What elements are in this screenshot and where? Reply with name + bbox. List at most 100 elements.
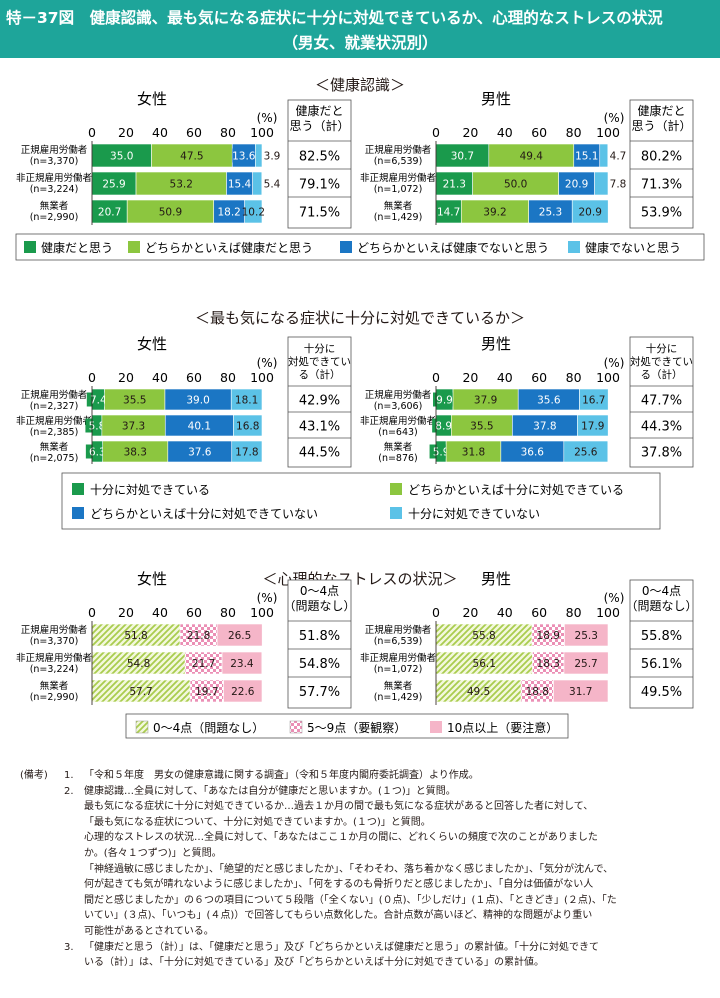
- summary-header: 0～4点: [300, 584, 339, 598]
- panel-female: 女性(%)0 20 40 60 80 100十分に対処できている（計）正規雇用労働者(n=…: [16, 335, 352, 468]
- bar-segment: [563, 651, 609, 675]
- axis-unit-label: (%): [604, 591, 625, 605]
- row-label: 無業者: [40, 441, 69, 453]
- x-tick-label: 40: [497, 125, 513, 140]
- x-tick-label: 0: [88, 605, 96, 620]
- value-label-bg: [98, 204, 122, 219]
- value-label: 8.9: [435, 421, 452, 433]
- x-tick-label: 0: [88, 370, 96, 385]
- x-tick-label: 20: [118, 125, 134, 140]
- legend-label: 十分に対処できている: [90, 483, 210, 497]
- summary-header: 思う（計）: [289, 118, 349, 133]
- summary-box: [287, 336, 352, 468]
- row-label: 無業者: [384, 441, 413, 453]
- legend-swatch: [72, 483, 84, 495]
- bar-segment: [223, 679, 263, 703]
- value-label: 20.7: [98, 207, 121, 219]
- legend-label: どちらかといえば健康でないと思う: [357, 240, 549, 255]
- panel-gender-label: 男性: [481, 570, 511, 588]
- note-number: 2.: [64, 785, 74, 797]
- row-label: 非正規雇用労働者: [360, 172, 436, 184]
- bar-row: 非正規雇用労働者(n=1,072) 56.1 18.3 25.7 56.1%: [360, 651, 682, 675]
- bar-row: 無業者(n=2,990) 20.7 50.9 18.2 10.2 71.5%: [30, 199, 340, 224]
- x-tick-label: 40: [152, 370, 168, 385]
- summary-box: [629, 99, 694, 229]
- value-label-bg: [187, 418, 211, 433]
- bar-segment: [563, 440, 609, 463]
- value-label: 18.2: [217, 207, 240, 219]
- legend-swatch: [390, 507, 402, 519]
- bar-row: 正規雇用労働者(n=3,370) 51.8 21.8 26.5 51.8%: [21, 623, 340, 647]
- legend-box: [125, 713, 569, 739]
- value-label: 10.2: [242, 207, 265, 219]
- value-label: 38.3: [124, 447, 147, 459]
- summary-value: 47.7%: [641, 394, 682, 409]
- value-label-bg: [565, 176, 589, 191]
- row-label: 正規雇用労働者: [365, 389, 432, 401]
- value-label-bg: [538, 204, 562, 219]
- legend-label: 十分に対処できていない: [408, 507, 540, 521]
- summary-header: 十分に: [646, 342, 678, 355]
- x-tick-label: 40: [152, 605, 168, 620]
- bar-row: 非正規雇用労働者(n=3,224) 25.9 53.2 15.4 5.4 79.1%: [16, 171, 340, 196]
- panel-male: 男性(%)0 20 40 60 80 100十分に対処できている（計）正規雇用労働者(n=…: [360, 335, 694, 468]
- value-label-bg: [433, 392, 457, 407]
- row-label: 非正規雇用労働者: [360, 415, 436, 427]
- value-label-bg: [432, 418, 456, 433]
- chart-section: ＜最も気になる症状に十分に対処できているか＞ 女性 (%) 0 20 40 60 80 100 十…: [16, 309, 694, 530]
- note-line: 間だと感じましたか」の６つの項目について５段階（「全くない」(０点)、「少しだけ…: [84, 894, 617, 906]
- value-label: 35.6: [537, 395, 561, 407]
- value-label-bg: [575, 148, 599, 163]
- value-label: 15.1: [575, 151, 598, 163]
- row-label: 正規雇用労働者: [21, 144, 88, 156]
- x-tick-label: 60: [531, 605, 547, 620]
- row-label: 無業者: [40, 680, 69, 692]
- value-label: 19.7: [195, 686, 218, 698]
- value-label: 37.9: [474, 395, 497, 407]
- axis-unit-label: (%): [257, 591, 278, 605]
- bar-segment: [230, 388, 263, 411]
- legend-swatch: [430, 721, 442, 733]
- row-label: 無業者: [40, 200, 69, 212]
- value-label: 50.0: [504, 179, 527, 191]
- x-tick-label: 80: [220, 605, 236, 620]
- value-label-bg: [86, 392, 110, 407]
- figure-header: 特－37図 健康認識、最も気になる症状に十分に対処できているか、心理的なストレス…: [0, 0, 720, 58]
- bar-segment: [233, 414, 263, 437]
- x-tick-label: 0: [432, 605, 440, 620]
- summary-value: 43.1%: [299, 420, 340, 435]
- summary-value: 80.2%: [641, 150, 682, 165]
- row-label: 無業者: [384, 680, 413, 692]
- x-tick-label: 80: [220, 125, 236, 140]
- panel-female: 女性 (%) 0 20 40 60 80 100 0～4点（問題なし） 正規雇用労働者(n=3,3…: [16, 570, 356, 709]
- note-item: 3. 「健康だと思う（計）」は、「健康だと思う」及び「どちらかといえば健康だと思…: [20, 940, 710, 971]
- value-label: 47.5: [180, 151, 203, 163]
- panel-female: 女性 (%) 0 20 40 60 80 100 健康だと思う（計） 正規雇用労働者(n=3,37…: [16, 90, 352, 229]
- summary-box: [287, 99, 352, 229]
- panel-male: 男性 (%) 0 20 40 60 80 100 0～4点（問題なし） 正規雇用労働者(n=6,5…: [360, 570, 698, 709]
- value-label: 3.9: [264, 151, 281, 163]
- note-line: 可能性があるとされている。: [84, 925, 214, 937]
- value-label: 31.8: [462, 447, 485, 459]
- value-label-bg: [217, 204, 241, 219]
- value-label-bg: [437, 204, 461, 219]
- summary-value: 79.1%: [299, 178, 340, 193]
- summary-value: 54.8%: [299, 657, 340, 672]
- chart-section: ＜健康認識＞女性(%)0 20 40 60 80 100健康だと思う（計）正規雇用労働者(…: [15, 76, 705, 261]
- row-sample-size: (n=3,224): [30, 664, 79, 675]
- x-tick-label: 100: [250, 370, 274, 385]
- value-label: 37.6: [188, 447, 212, 459]
- x-tick-label: 100: [596, 605, 620, 620]
- x-tick-label: 0: [432, 125, 440, 140]
- bar-segment: [221, 651, 263, 675]
- x-tick-label: 80: [220, 370, 236, 385]
- value-label: 17.8: [235, 447, 258, 459]
- summary-header: 十分に: [304, 342, 336, 355]
- x-tick-label: 0: [88, 125, 96, 140]
- row-label: 非正規雇用労働者: [360, 652, 436, 664]
- value-label-bg: [188, 444, 212, 459]
- note-line: か。(各々１つずつ)」と質問。: [84, 847, 222, 859]
- x-tick-label: 100: [596, 370, 620, 385]
- note-line: 心理的なストレスの状況…全員に対して、「あなたはここ１か月の間に、どれくらいの頻…: [84, 832, 598, 844]
- panel-gender-label: 女性: [137, 570, 167, 588]
